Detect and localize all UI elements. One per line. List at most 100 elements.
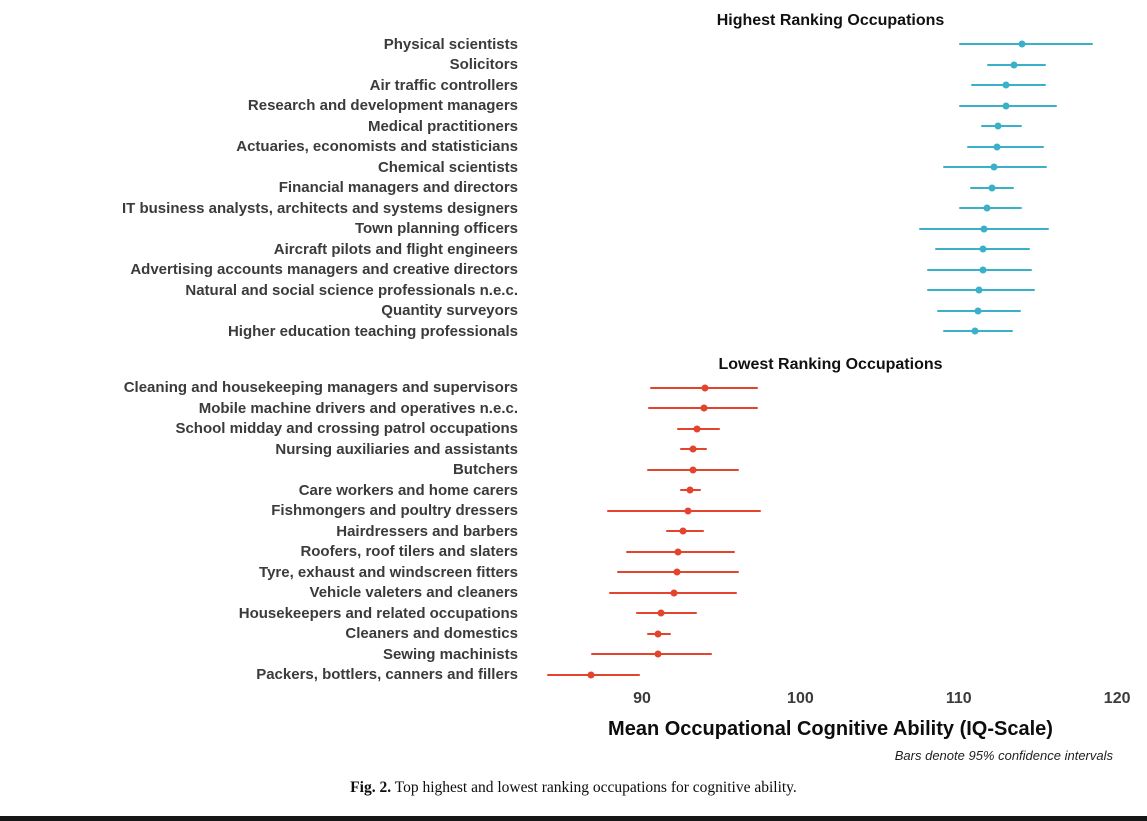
occupation-label: Butchers <box>452 461 518 479</box>
point-estimate <box>993 143 1001 151</box>
panel-title-row-lowest: Lowest Ranking Occupations <box>0 342 1147 378</box>
occupation-label: Air traffic controllers <box>369 76 518 94</box>
occupation-row: School midday and crossing patrol occupa… <box>0 419 1147 440</box>
point-estimate <box>990 163 998 171</box>
ci-track <box>528 34 1133 55</box>
occupation-label: Fishmongers and poultry dressers <box>271 502 518 520</box>
point-estimate <box>654 650 662 658</box>
figure-caption: Fig. 2. Top highest and lowest ranking o… <box>0 779 1147 797</box>
occupation-label: Cleaners and domestics <box>345 625 518 643</box>
occupation-label: Hairdressers and barbers <box>336 522 518 540</box>
ci-track <box>528 55 1133 76</box>
point-estimate <box>587 671 595 679</box>
x-axis: 90 100 110 120 <box>0 685 1147 715</box>
occupation-row: Roofers, roof tilers and slaters <box>0 542 1147 563</box>
ci-track <box>528 480 1133 501</box>
panel-title-lowest: Lowest Ranking Occupations <box>718 355 943 373</box>
ci-track <box>528 137 1133 158</box>
occupation-row: Medical practitioners <box>0 116 1147 137</box>
ci-track <box>528 198 1133 219</box>
occupation-label: Vehicle valeters and cleaners <box>309 584 518 602</box>
occupation-row: Aircraft pilots and flight engineers <box>0 239 1147 260</box>
point-estimate <box>693 425 701 433</box>
ci-note: Bars denote 95% confidence intervals <box>894 748 1113 763</box>
ci-track <box>528 542 1133 563</box>
point-estimate <box>1018 40 1026 48</box>
point-estimate <box>689 466 697 474</box>
ci-track <box>528 665 1133 686</box>
label-column-spacer <box>0 342 528 378</box>
occupation-row: Quantity surveyors <box>0 301 1147 322</box>
point-estimate <box>979 266 987 274</box>
point-estimate <box>1002 81 1010 89</box>
occupation-label: Town planning officers <box>354 220 518 238</box>
panel-title-highest: Highest Ranking Occupations <box>716 12 945 29</box>
occupation-label: Nursing auxiliaries and assistants <box>275 440 518 458</box>
ci-bar <box>958 43 1094 46</box>
ci-track <box>528 562 1133 583</box>
occupation-label: Actuaries, economists and statisticians <box>236 138 518 156</box>
ci-track <box>528 624 1133 645</box>
x-axis-ticks: 90 100 110 120 <box>528 685 1133 715</box>
x-tick-label: 100 <box>787 690 814 707</box>
ci-track <box>528 398 1133 419</box>
ci-bar <box>966 145 1045 148</box>
label-column-spacer <box>0 685 528 715</box>
occupation-row: Hairdressers and barbers <box>0 521 1147 542</box>
occupation-label: Higher education teaching professionals <box>227 322 518 340</box>
occupation-row: Housekeepers and related occupations <box>0 603 1147 624</box>
occupation-label: Aircraft pilots and flight engineers <box>273 240 518 258</box>
point-estimate <box>686 486 694 494</box>
point-estimate <box>684 507 692 515</box>
ci-track <box>528 75 1133 96</box>
occupation-label: Quantity surveyors <box>381 302 518 320</box>
occupation-row: Butchers <box>0 460 1147 481</box>
ci-track <box>528 603 1133 624</box>
ci-track <box>528 260 1133 281</box>
ci-bar <box>635 612 698 615</box>
point-estimate <box>689 445 697 453</box>
ci-track <box>528 116 1133 137</box>
caption-text: Top highest and lowest ranking occupatio… <box>394 779 797 796</box>
occupation-row: Packers, bottlers, canners and fillers <box>0 665 1147 686</box>
occupation-row: Fishmongers and poultry dressers <box>0 501 1147 522</box>
point-estimate <box>994 122 1002 130</box>
ci-track <box>528 219 1133 240</box>
occupation-row: Solicitors <box>0 55 1147 76</box>
occupation-label: Tyre, exhaust and windscreen fitters <box>259 563 518 581</box>
occupation-label: Research and development managers <box>247 97 518 115</box>
x-tick-label: 120 <box>1103 690 1131 707</box>
occupation-row: Town planning officers <box>0 219 1147 240</box>
occupation-label: Roofers, roof tilers and slaters <box>300 543 518 561</box>
ci-track <box>528 378 1133 399</box>
occupation-label: IT business analysts, architects and sys… <box>121 199 518 217</box>
point-estimate <box>974 307 982 315</box>
occupation-label: Mobile machine drivers and operatives n.… <box>198 399 518 417</box>
caption-label: Fig. 2. <box>350 779 392 796</box>
occupation-row: Nursing auxiliaries and assistants <box>0 439 1147 460</box>
occupation-row: Natural and social science professionals… <box>0 280 1147 301</box>
point-estimate <box>975 286 983 294</box>
occupation-label: Natural and social science professionals… <box>185 281 518 299</box>
ci-track <box>528 419 1133 440</box>
occupation-row: Financial managers and directors <box>0 178 1147 199</box>
x-axis-label: Mean Occupational Cognitive Ability (IQ-… <box>608 718 1053 740</box>
point-estimate <box>673 568 681 576</box>
ci-track <box>528 460 1133 481</box>
occupation-row: Care workers and home carers <box>0 480 1147 501</box>
occupation-row: Research and development managers <box>0 96 1147 117</box>
ci-track <box>528 644 1133 665</box>
occupation-row: Tyre, exhaust and windscreen fitters <box>0 562 1147 583</box>
panel-title-row-highest: Highest Ranking Occupations <box>0 8 1147 34</box>
point-estimate <box>1010 61 1018 69</box>
point-estimate <box>988 184 996 192</box>
occupation-label: Cleaning and housekeeping managers and s… <box>123 379 518 397</box>
occupation-label: Packers, bottlers, canners and fillers <box>256 666 518 684</box>
point-estimate <box>980 225 988 233</box>
x-axis-label-row: Mean Occupational Cognitive Ability (IQ-… <box>0 715 1147 743</box>
occupation-row: Sewing machinists <box>0 644 1147 665</box>
ci-track <box>528 439 1133 460</box>
ci-bar <box>591 653 712 656</box>
point-estimate <box>979 245 987 253</box>
occupation-row: Cleaners and domestics <box>0 624 1147 645</box>
